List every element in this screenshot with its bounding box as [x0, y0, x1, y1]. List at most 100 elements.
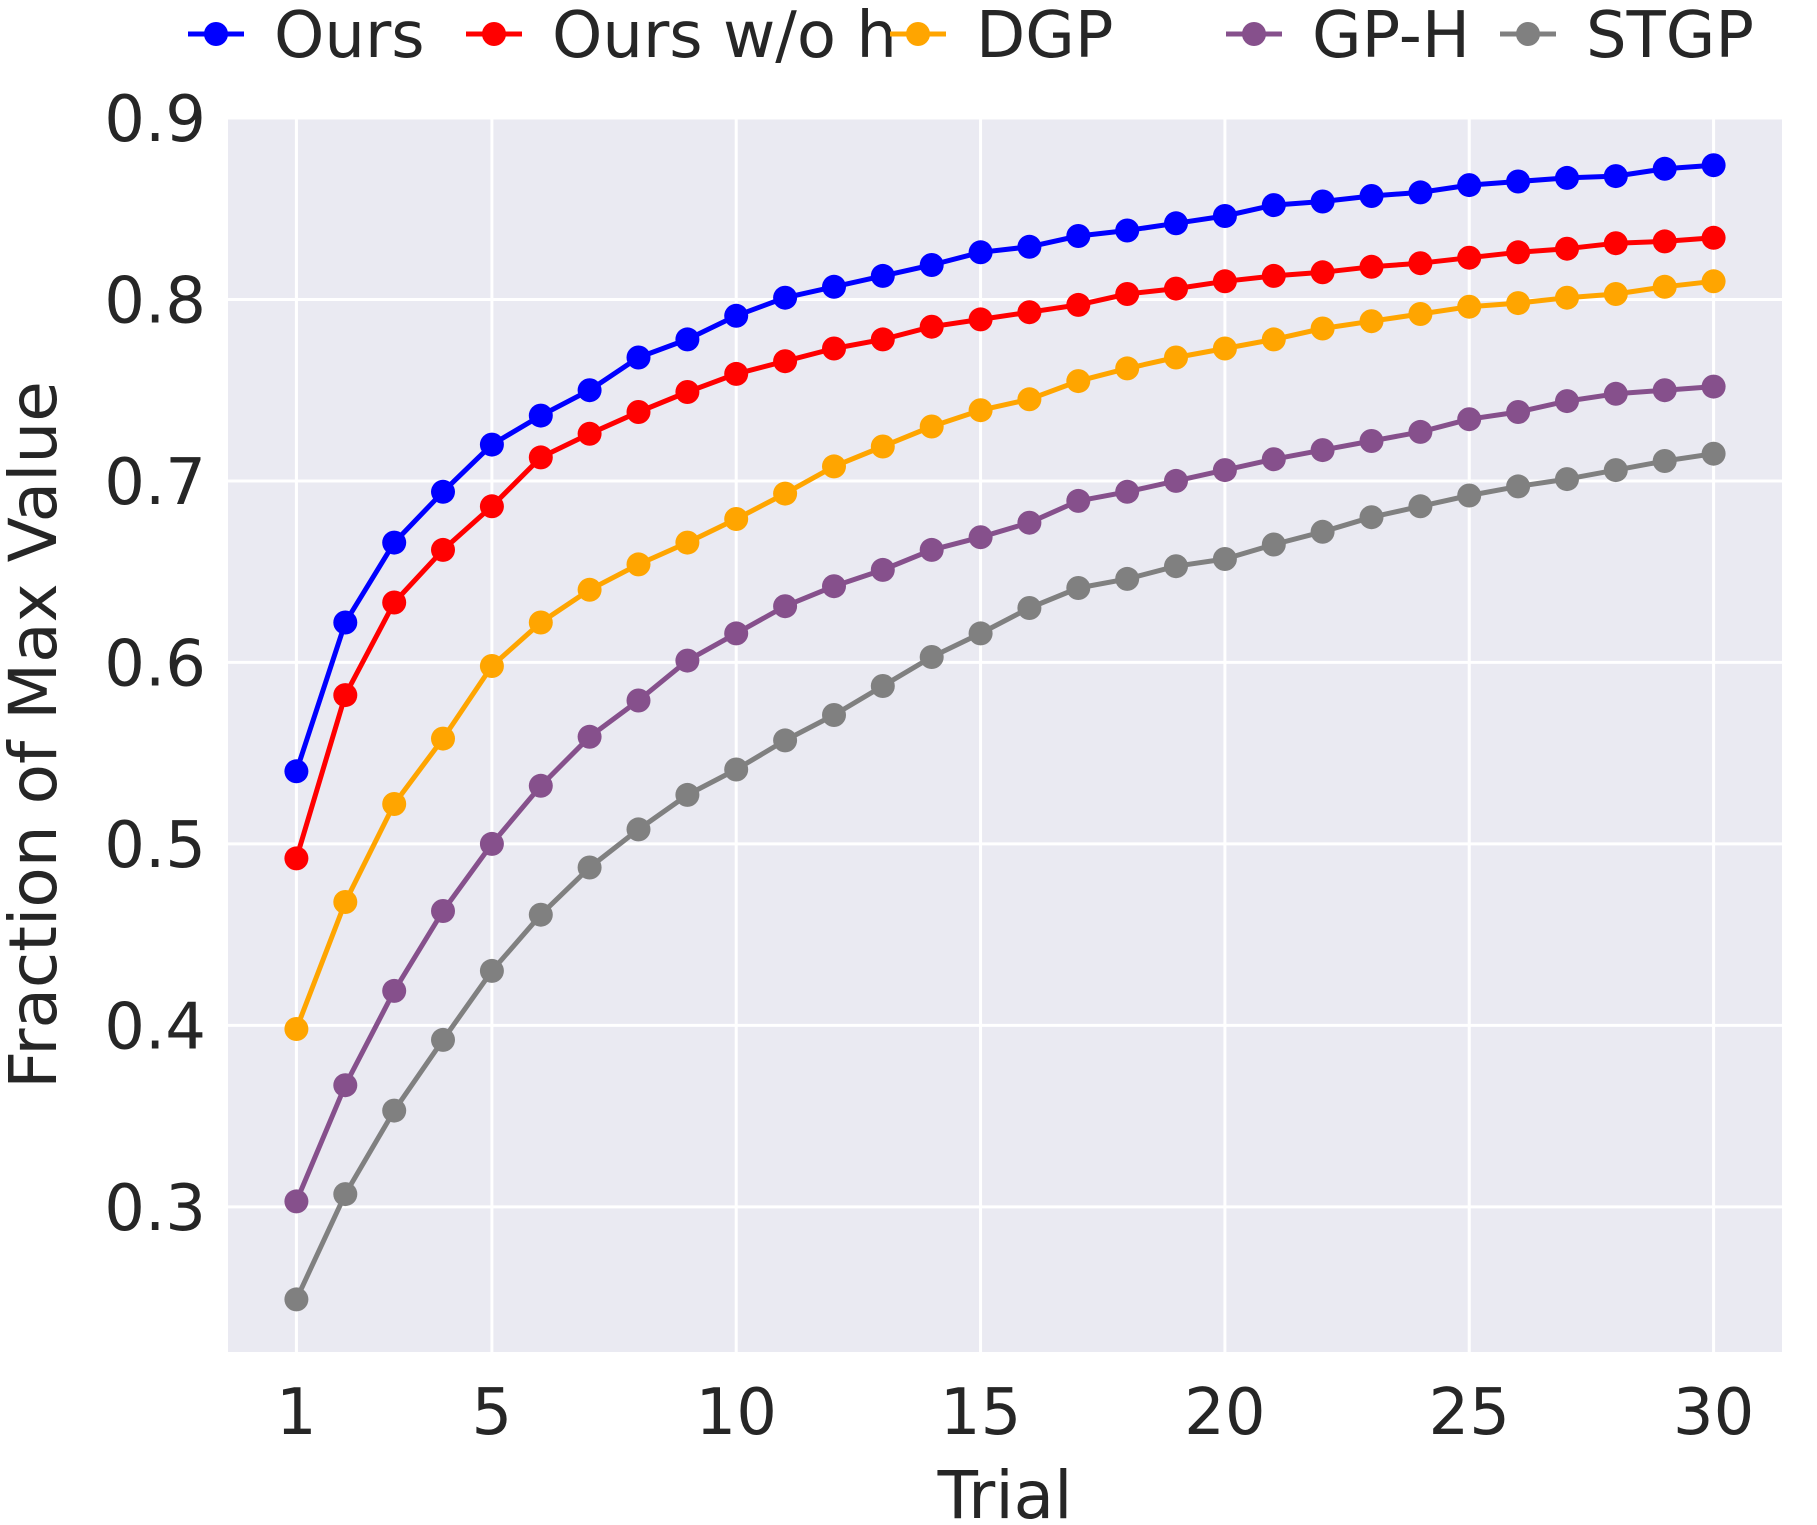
data-point-ours	[1457, 173, 1482, 198]
data-point-ours	[1359, 184, 1384, 208]
data-point-stgp	[773, 728, 798, 753]
data-point-stgp	[528, 902, 553, 927]
data-point-ours	[675, 327, 700, 352]
legend-label: DGP	[976, 0, 1113, 73]
data-point-ours-w-o-h	[1603, 231, 1628, 256]
data-point-gp-h	[1457, 407, 1482, 432]
data-point-stgp	[1115, 566, 1140, 591]
data-point-dgp	[382, 792, 407, 816]
data-point-ours	[968, 240, 993, 265]
data-point-ours-w-o-h	[626, 400, 651, 424]
legend-marker	[204, 22, 228, 46]
data-point-stgp	[1164, 554, 1188, 579]
data-point-stgp	[1066, 576, 1091, 600]
data-point-stgp	[1359, 505, 1384, 530]
data-point-stgp	[382, 1098, 407, 1123]
data-point-stgp	[284, 1287, 309, 1312]
data-point-stgp	[1212, 547, 1237, 571]
data-point-ours-w-o-h	[675, 380, 700, 404]
data-point-stgp	[1652, 449, 1677, 473]
data-point-dgp	[431, 726, 455, 751]
data-point-dgp	[284, 1017, 309, 1041]
data-point-dgp	[1701, 269, 1726, 294]
data-point-stgp	[724, 757, 749, 782]
data-point-ours-w-o-h	[1066, 292, 1091, 317]
x-tick-label: 15	[940, 1376, 1021, 1450]
data-point-stgp	[577, 855, 602, 880]
data-point-ours-w-o-h	[382, 590, 407, 615]
data-point-dgp	[333, 890, 358, 914]
plot-area	[228, 118, 1782, 1352]
data-point-gp-h	[1066, 488, 1091, 513]
data-point-dgp	[773, 481, 798, 506]
data-point-gp-h	[675, 648, 700, 673]
data-point-dgp	[919, 414, 944, 439]
data-point-ours-w-o-h	[968, 307, 993, 332]
data-point-stgp	[1408, 494, 1433, 519]
legend-label: Ours w/o h	[552, 0, 897, 73]
data-point-gp-h	[773, 594, 798, 619]
data-point-ours	[1164, 211, 1188, 236]
data-point-stgp	[1701, 441, 1726, 466]
data-point-ours-w-o-h	[1408, 251, 1433, 276]
data-point-dgp	[479, 654, 504, 678]
x-tick-label: 25	[1429, 1376, 1510, 1450]
data-point-ours-w-o-h	[1652, 229, 1677, 254]
data-point-gp-h	[333, 1073, 358, 1098]
data-point-stgp	[1017, 596, 1042, 620]
data-point-dgp	[626, 552, 651, 577]
data-point-dgp	[675, 530, 700, 555]
data-point-gp-h	[1261, 447, 1286, 472]
data-point-ours-w-o-h	[919, 314, 944, 339]
data-point-gp-h	[919, 537, 944, 562]
data-point-ours-w-o-h	[333, 683, 358, 708]
x-tick-label: 1	[276, 1376, 317, 1450]
data-point-ours-w-o-h	[1164, 276, 1188, 301]
data-point-gp-h	[1310, 438, 1335, 463]
series-layer	[284, 153, 1726, 1312]
data-point-dgp	[1310, 316, 1335, 341]
data-point-dgp	[1408, 302, 1433, 326]
data-point-ours	[626, 345, 651, 370]
data-point-gp-h	[431, 899, 455, 923]
data-point-ours	[1017, 234, 1042, 259]
data-point-ours-w-o-h	[431, 537, 455, 562]
legend-marker	[482, 22, 506, 46]
data-point-gp-h	[870, 557, 895, 582]
series-gp-h	[284, 374, 1726, 1214]
data-point-ours	[1261, 193, 1286, 218]
data-point-ours-w-o-h	[822, 336, 846, 361]
y-tick-label: 0.9	[104, 83, 206, 157]
data-point-ours-w-o-h	[1457, 245, 1482, 270]
data-point-stgp	[1310, 519, 1335, 544]
data-point-ours-w-o-h	[773, 349, 798, 374]
data-point-gp-h	[1555, 389, 1579, 414]
data-point-ours-w-o-h	[1310, 260, 1335, 285]
series-ours	[284, 153, 1726, 784]
legend-marker	[1516, 22, 1540, 46]
data-point-dgp	[1359, 309, 1384, 334]
data-point-ours-w-o-h	[1359, 254, 1384, 279]
legend-label: STGP	[1586, 0, 1754, 73]
data-point-ours	[333, 610, 358, 635]
data-point-gp-h	[1164, 468, 1188, 493]
data-point-gp-h	[1603, 381, 1628, 406]
data-point-dgp	[1652, 274, 1677, 299]
data-point-dgp	[870, 434, 895, 459]
data-point-dgp	[1555, 285, 1579, 310]
data-point-ours-w-o-h	[1555, 236, 1579, 261]
y-tick-label: 0.7	[104, 446, 206, 520]
data-point-ours	[1408, 180, 1433, 205]
data-point-ours-w-o-h	[724, 361, 749, 386]
data-point-ours	[431, 479, 455, 504]
data-point-dgp	[528, 610, 553, 635]
legend-item-ours-w-o-h: Ours w/o h	[466, 0, 897, 73]
data-point-ours-w-o-h	[1017, 300, 1042, 325]
data-point-gp-h	[1652, 378, 1677, 403]
data-point-stgp	[919, 645, 944, 669]
data-point-ours	[479, 432, 504, 457]
data-point-ours	[577, 378, 602, 403]
data-point-gp-h	[382, 978, 407, 1003]
data-point-dgp	[1212, 336, 1237, 361]
data-point-ours	[284, 759, 309, 784]
